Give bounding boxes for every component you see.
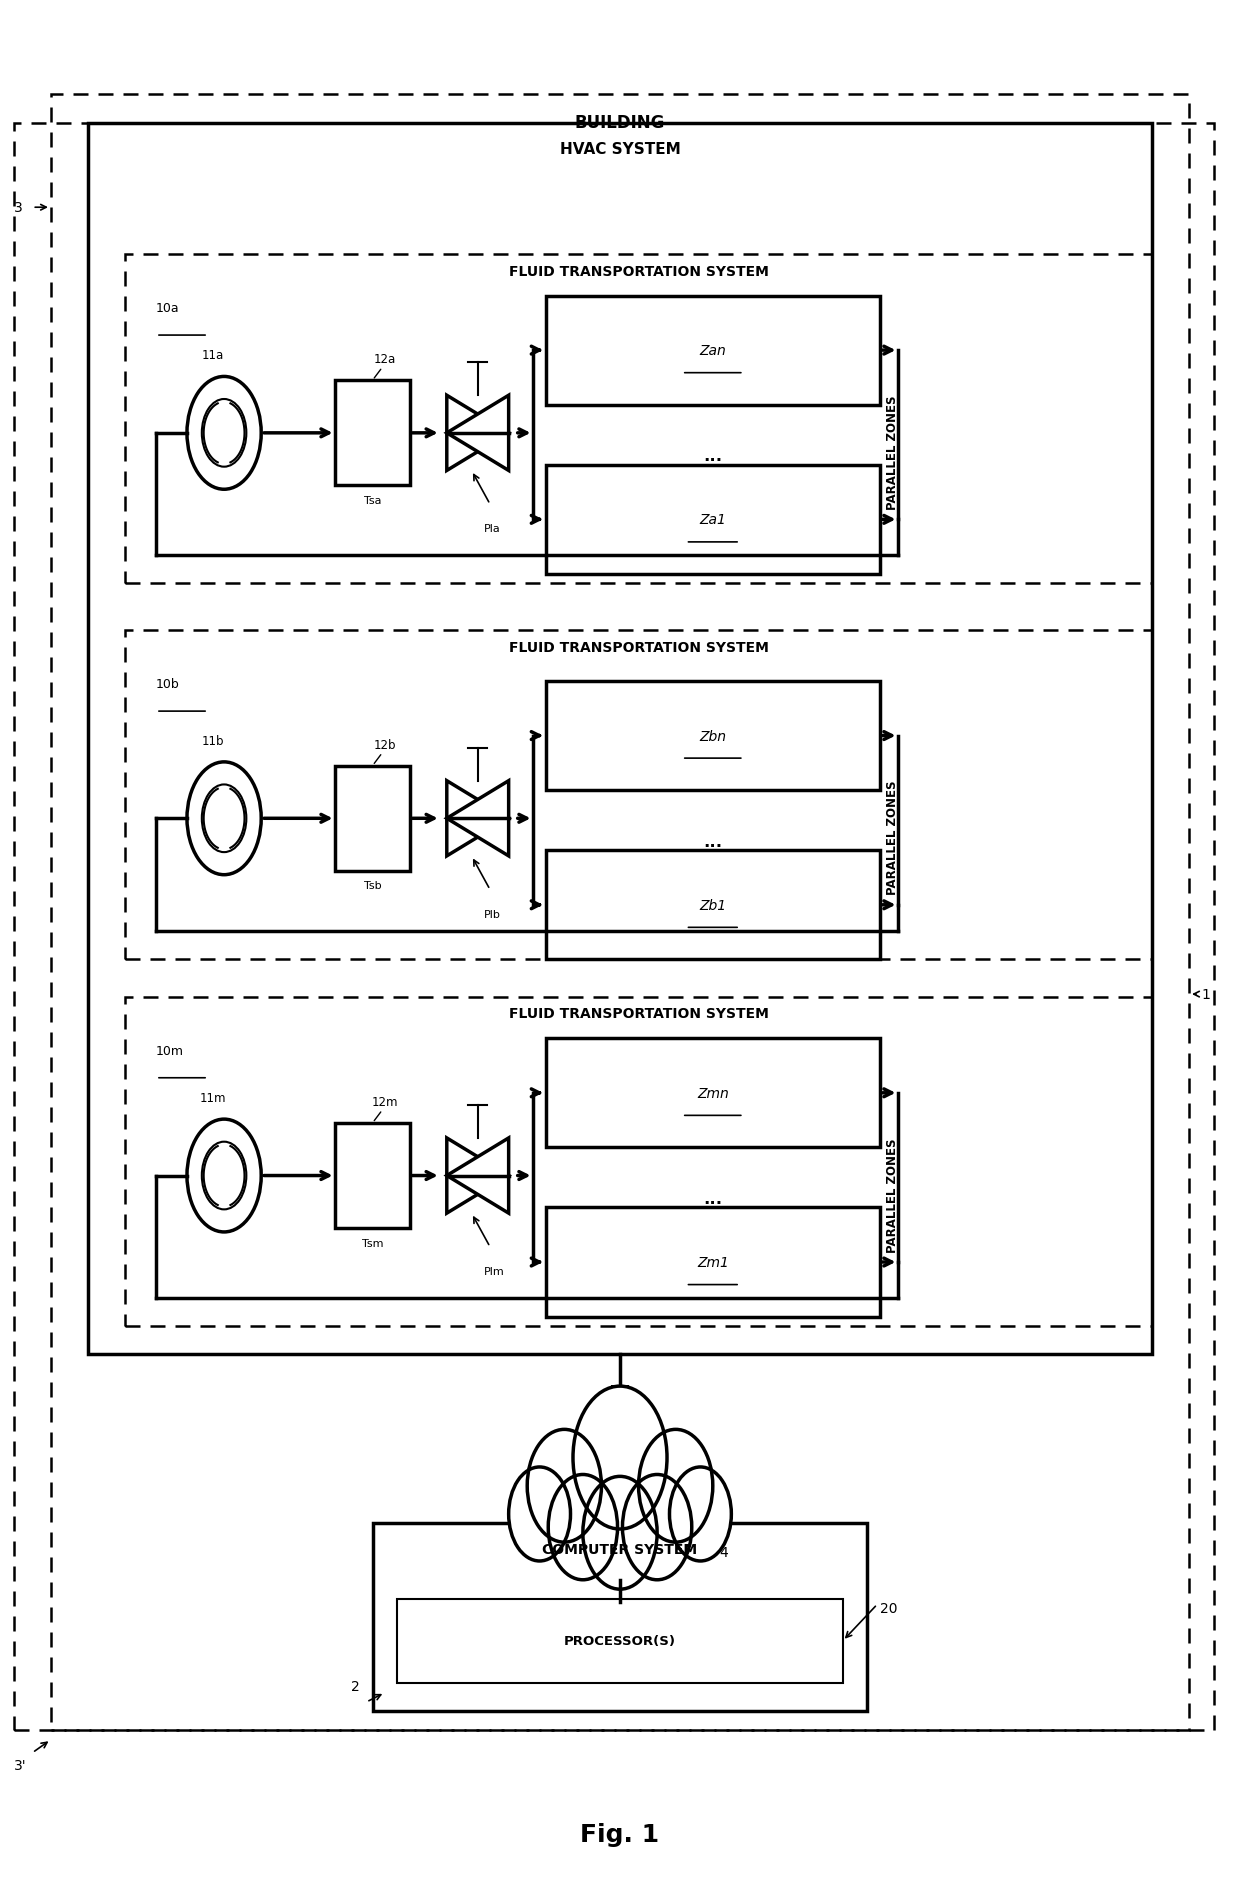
Bar — [546, 681, 880, 790]
Text: Plm: Plm — [484, 1267, 505, 1276]
Polygon shape — [446, 1139, 508, 1214]
Text: 10a: 10a — [156, 303, 180, 314]
Bar — [336, 1124, 409, 1229]
Bar — [397, 1598, 843, 1683]
Text: Tsm: Tsm — [362, 1238, 383, 1248]
Bar — [51, 96, 1189, 1730]
Text: Plb: Plb — [484, 909, 501, 918]
Bar — [88, 124, 1152, 1355]
Text: ...: ... — [703, 448, 723, 465]
Bar — [125, 630, 1152, 960]
Text: PARALLEL ZONES: PARALLEL ZONES — [887, 781, 899, 894]
Circle shape — [508, 1468, 570, 1562]
Bar — [336, 380, 409, 486]
Bar — [546, 851, 880, 960]
Circle shape — [670, 1468, 732, 1562]
Text: PROCESSOR(S): PROCESSOR(S) — [564, 1634, 676, 1647]
Bar — [546, 297, 880, 405]
Text: 12m: 12m — [372, 1095, 398, 1108]
Text: ...: ... — [703, 1189, 723, 1208]
Text: BUILDING: BUILDING — [575, 115, 665, 132]
Text: PARALLEL ZONES: PARALLEL ZONES — [887, 1137, 899, 1252]
Text: 1: 1 — [1202, 988, 1210, 1001]
Text: 11m: 11m — [200, 1092, 226, 1105]
Text: 2: 2 — [351, 1679, 360, 1692]
Bar — [546, 1039, 880, 1148]
Text: Tsb: Tsb — [363, 881, 382, 890]
Text: Zan: Zan — [699, 344, 727, 358]
Bar — [125, 997, 1152, 1327]
Text: 10b: 10b — [156, 678, 180, 691]
Polygon shape — [446, 1139, 508, 1214]
Text: Za1: Za1 — [699, 514, 727, 527]
Text: Fig. 1: Fig. 1 — [580, 1822, 660, 1846]
Text: FLUID TRANSPORTATION SYSTEM: FLUID TRANSPORTATION SYSTEM — [508, 265, 769, 279]
Text: Zb1: Zb1 — [699, 898, 727, 913]
Text: ...: ... — [703, 832, 723, 851]
Bar — [14, 124, 1214, 1730]
Circle shape — [622, 1475, 692, 1579]
Circle shape — [573, 1387, 667, 1530]
Bar — [546, 1208, 880, 1317]
Circle shape — [583, 1477, 657, 1588]
Text: 12a: 12a — [373, 354, 396, 365]
Text: ...: ... — [609, 1374, 631, 1393]
Text: 10m: 10m — [156, 1045, 184, 1058]
Polygon shape — [446, 781, 508, 856]
Polygon shape — [446, 395, 508, 470]
Text: 11b: 11b — [202, 734, 224, 747]
Text: FLUID TRANSPORTATION SYSTEM: FLUID TRANSPORTATION SYSTEM — [508, 1007, 769, 1020]
Circle shape — [527, 1430, 601, 1543]
Text: 3: 3 — [14, 201, 22, 215]
Text: Pla: Pla — [484, 523, 501, 534]
Polygon shape — [446, 781, 508, 856]
Text: COMPUTER SYSTEM: COMPUTER SYSTEM — [542, 1543, 698, 1556]
Text: Zmn: Zmn — [697, 1086, 729, 1101]
Text: HVAC SYSTEM: HVAC SYSTEM — [559, 143, 681, 158]
Text: 12b: 12b — [373, 738, 396, 751]
Bar — [372, 1524, 868, 1711]
Text: 11a: 11a — [202, 350, 224, 361]
Text: 20: 20 — [880, 1602, 898, 1615]
Circle shape — [548, 1475, 618, 1579]
Text: PARALLEL ZONES: PARALLEL ZONES — [887, 395, 899, 510]
Circle shape — [639, 1430, 713, 1543]
Bar — [125, 256, 1152, 583]
Text: 3': 3' — [14, 1758, 26, 1773]
Text: FLUID TRANSPORTATION SYSTEM: FLUID TRANSPORTATION SYSTEM — [508, 640, 769, 655]
Text: Tsa: Tsa — [363, 495, 382, 506]
Text: 4: 4 — [719, 1545, 728, 1558]
Bar — [336, 766, 409, 871]
Bar — [546, 465, 880, 574]
Polygon shape — [446, 395, 508, 470]
Text: Zbn: Zbn — [699, 728, 727, 743]
Text: Zm1: Zm1 — [697, 1255, 729, 1268]
